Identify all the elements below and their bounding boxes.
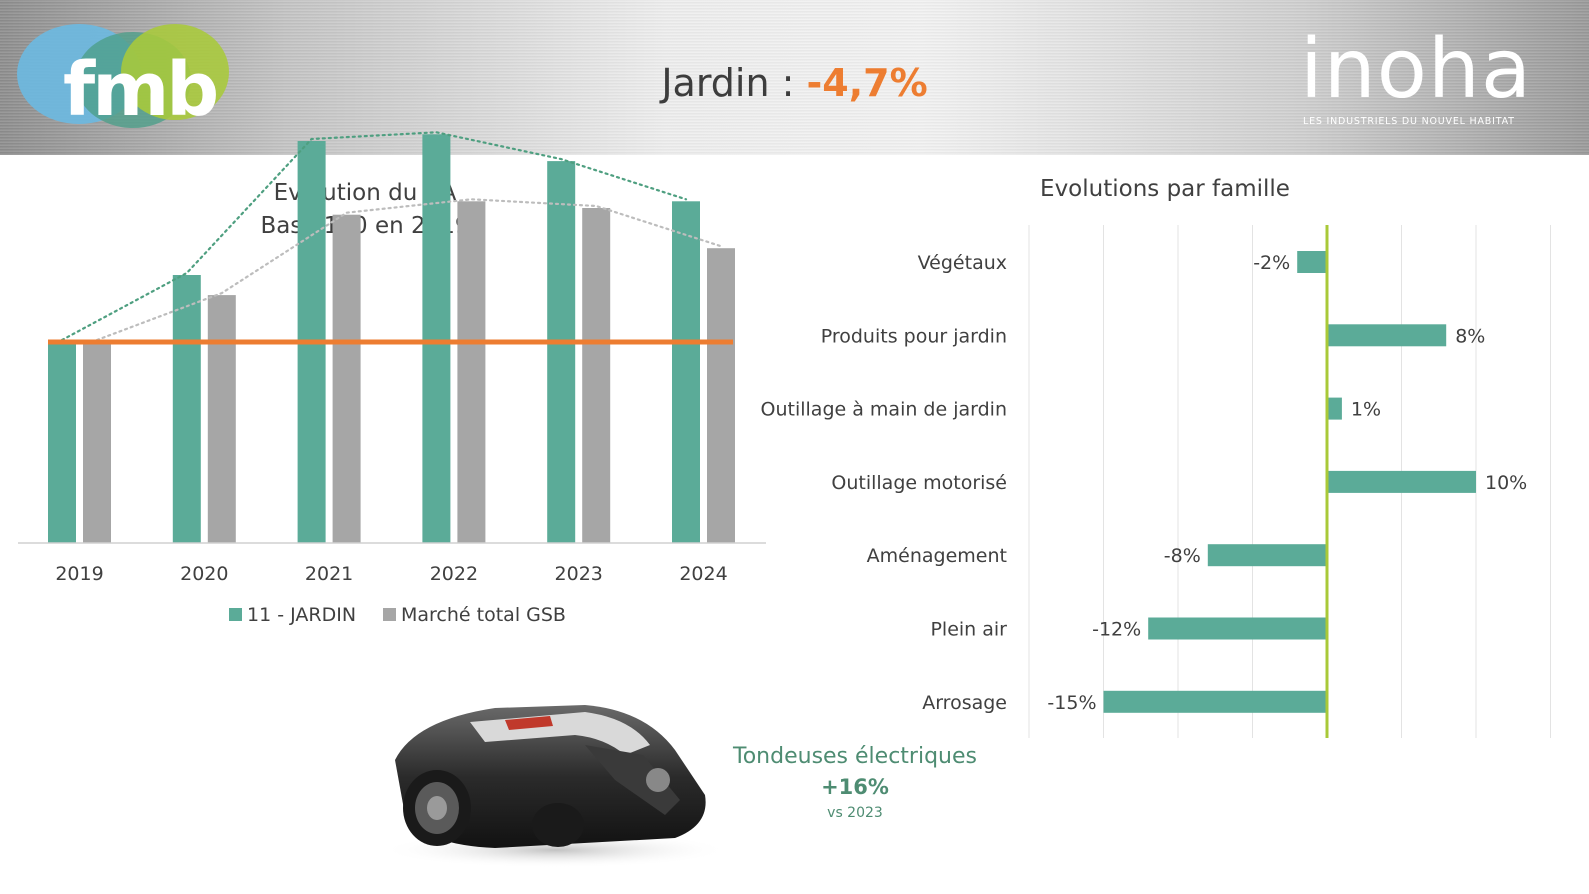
bar-gsb-2022	[457, 201, 486, 544]
bar-1	[1327, 324, 1447, 347]
category-label-1: Produits pour jardin	[821, 325, 1007, 347]
x-tick-label-2021: 2021	[305, 563, 353, 585]
x-tick-label-2020: 2020	[180, 563, 228, 585]
data-label-5: -12%	[1092, 619, 1141, 641]
inoha-logo-text: inoha	[1300, 22, 1533, 117]
category-label-0: Végétaux	[918, 252, 1007, 274]
inoha-logo-subtitle: LES INDUSTRIELS DU NOUVEL HABITAT	[1303, 116, 1515, 127]
category-label-5: Plein air	[930, 619, 1007, 641]
bar-gsb-2020	[207, 295, 236, 543]
brushed-metal-texture	[0, 0, 1589, 155]
data-label-0: -2%	[1253, 252, 1290, 274]
x-tick-label-2024: 2024	[679, 563, 727, 585]
title-value: -4,7%	[806, 61, 928, 105]
highlight-name: Tondeuses électriques	[733, 744, 977, 769]
legend-swatch-1	[383, 608, 396, 621]
highlight-comparison: vs 2023	[827, 805, 883, 821]
bar-jardin-2023	[547, 161, 576, 543]
robot-lawn-mower-image	[380, 705, 730, 868]
bar-2	[1327, 397, 1342, 420]
bar-4	[1207, 544, 1327, 567]
bar-5	[1148, 617, 1327, 640]
title-prefix: Jardin :	[661, 61, 807, 105]
fmb-logo: fmb	[15, 16, 235, 140]
legend-swatch-0	[229, 608, 242, 621]
page-title: Jardin : -4,7%	[0, 55, 1589, 111]
trendline-gsb	[95, 198, 723, 342]
chart2-title: Evolutions par famille	[1040, 176, 1290, 202]
data-label-4: -8%	[1164, 545, 1201, 567]
data-label-6: -15%	[1047, 692, 1096, 714]
bar-gsb-2021	[332, 214, 361, 543]
data-label-3: 10%	[1485, 472, 1527, 494]
fmb-logo-text: fmb	[63, 47, 219, 133]
legend-label-0: 11 - JARDIN	[247, 604, 356, 626]
bar-gsb-2019	[83, 342, 111, 543]
highlight-value: +16%	[821, 775, 889, 799]
fmb-logo-circles	[17, 24, 229, 128]
bar-6	[1103, 690, 1327, 713]
inoha-logo: inoha LES INDUSTRIELS DU NOUVEL HABITAT	[1300, 22, 1531, 128]
bar-jardin-2020	[172, 275, 201, 543]
bar-0	[1297, 251, 1327, 273]
trendline-jardin	[60, 131, 688, 342]
x-tick-label-2022: 2022	[430, 563, 478, 585]
category-label-3: Outillage motorisé	[831, 472, 1007, 494]
header-banner: fmb Jardin : -4,7% inoha LES INDUSTRIELS…	[0, 0, 1589, 155]
highlight-caption: Tondeuses électriques +16% vs 2023	[710, 742, 1000, 824]
category-label-2: Outillage à main de jardin	[761, 399, 1007, 421]
x-tick-label-2023: 2023	[555, 563, 603, 585]
legend-label-1: Marché total GSB	[401, 604, 566, 626]
category-label-6: Arrosage	[922, 692, 1007, 714]
data-label-2: 1%	[1351, 399, 1381, 421]
bar-gsb-2024	[707, 248, 735, 543]
bar-jardin-2024	[672, 201, 700, 544]
bar-gsb-2023	[582, 208, 611, 543]
bar-jardin-2019	[48, 342, 76, 543]
data-label-1: 8%	[1455, 325, 1485, 347]
bar-3	[1327, 470, 1476, 493]
x-tick-label-2019: 2019	[55, 563, 103, 585]
category-label-4: Aménagement	[867, 545, 1007, 567]
